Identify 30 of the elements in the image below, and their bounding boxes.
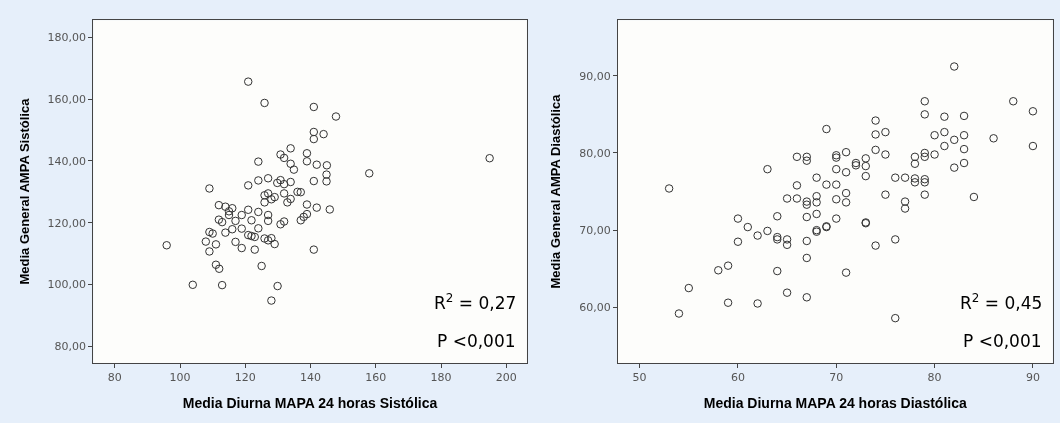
y-tick-label: 80,00: [579, 146, 611, 160]
x-tick-label: 90: [1025, 371, 1040, 385]
annotation: R$^{2}$ = 0,45: [960, 291, 1043, 314]
y-tick-label: 100,00: [47, 278, 87, 292]
y-tick-label: 140,00: [47, 154, 87, 168]
y-axis-title: Media General AMPA Diastólica: [548, 93, 564, 289]
x-tick-label: 140: [300, 371, 322, 385]
x-tick-label: 80: [927, 371, 942, 385]
y-axis-title: Media General AMPA Sistólica: [16, 97, 32, 285]
y-tick-label: 160,00: [47, 93, 87, 107]
x-tick-label: 180: [430, 371, 452, 385]
y-tick-label: 120,00: [47, 216, 87, 230]
annotation: P <0,001: [963, 331, 1042, 351]
x-tick-label: 120: [234, 371, 256, 385]
x-tick-label: 60: [730, 371, 745, 385]
x-axis-title: Media Diurna MAPA 24 horas Diastólica: [703, 395, 967, 412]
x-tick-label: 80: [107, 371, 122, 385]
y-tick-label: 90,00: [579, 69, 611, 83]
y-tick-label: 180,00: [47, 31, 87, 45]
x-tick-label: 100: [169, 371, 191, 385]
x-tick-label: 160: [365, 371, 387, 385]
y-tick-label: 80,00: [54, 340, 87, 354]
x-axis-title: Media Diurna MAPA 24 horas Sistólica: [182, 395, 438, 412]
x-tick-label: 70: [829, 371, 844, 385]
x-tick-label: 50: [632, 371, 647, 385]
y-tick-label: 60,00: [579, 301, 611, 315]
y-tick-label: 70,00: [579, 224, 611, 237]
x-tick-label: 200: [495, 371, 517, 385]
annotation: P <0,001: [437, 331, 516, 351]
annotation: R$^{2}$ = 0,27: [434, 291, 517, 314]
